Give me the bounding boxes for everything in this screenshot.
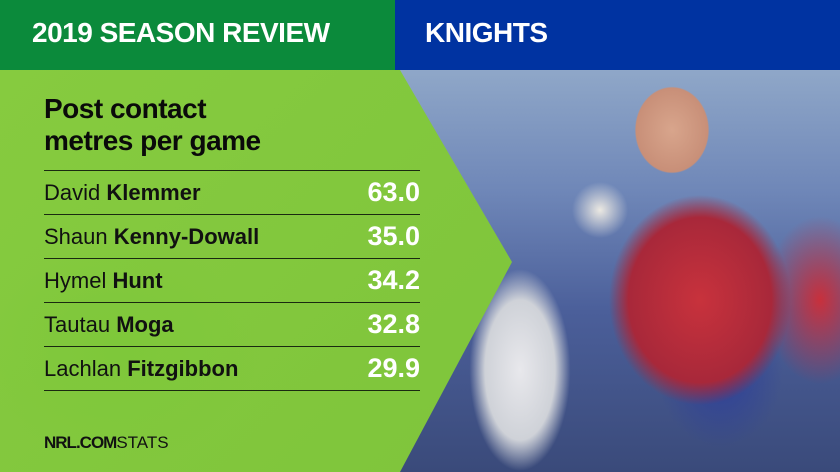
- player-value: 35.0: [367, 221, 420, 251]
- player-last-name: Fitzgibbon: [127, 355, 239, 381]
- player-last-name: Klemmer: [106, 179, 201, 205]
- header-right: KNIGHTS: [395, 0, 840, 70]
- nrl-stats-logo: NRL.COMSTATS: [44, 433, 169, 453]
- player-first-name: Shaun: [44, 223, 108, 249]
- player-last-name: Kenny-Dowall: [113, 223, 260, 249]
- player-first-name: Lachlan: [44, 355, 122, 381]
- team-name: KNIGHTS: [425, 17, 548, 48]
- list-item: Hymel Hunt 34.2: [44, 259, 420, 303]
- list-item: Lachlan Fitzgibbon 29.9: [44, 347, 420, 391]
- season-review-title: 2019 SEASON REVIEW: [32, 17, 330, 48]
- list-item: David Klemmer 63.0: [44, 171, 420, 215]
- player-value: 29.9: [367, 353, 420, 383]
- brand-text: NRL.COM: [44, 433, 117, 452]
- player-first-name: David: [44, 179, 101, 205]
- player-value: 63.0: [367, 177, 420, 207]
- stats-panel: [0, 70, 512, 472]
- header-left: 2019 SEASON REVIEW: [0, 0, 395, 70]
- stat-title-line2: metres per game: [44, 125, 261, 156]
- player-first-name: Hymel: [44, 267, 107, 293]
- list-item: Shaun Kenny-Dowall 35.0: [44, 215, 420, 259]
- player-value: 32.8: [367, 309, 420, 339]
- player-first-name: Tautau: [44, 311, 111, 337]
- brand-suffix: STATS: [116, 433, 169, 452]
- player-last-name: Hunt: [112, 267, 163, 293]
- stats-list: David Klemmer 63.0 Shaun Kenny-Dowall 35.0…: [44, 170, 420, 391]
- player-last-name: Moga: [116, 311, 174, 337]
- stat-title: Post contact metres per game: [44, 93, 261, 157]
- list-item: Tautau Moga 32.8: [44, 303, 420, 347]
- stat-title-line1: Post contact: [44, 93, 207, 124]
- player-value: 34.2: [367, 265, 420, 295]
